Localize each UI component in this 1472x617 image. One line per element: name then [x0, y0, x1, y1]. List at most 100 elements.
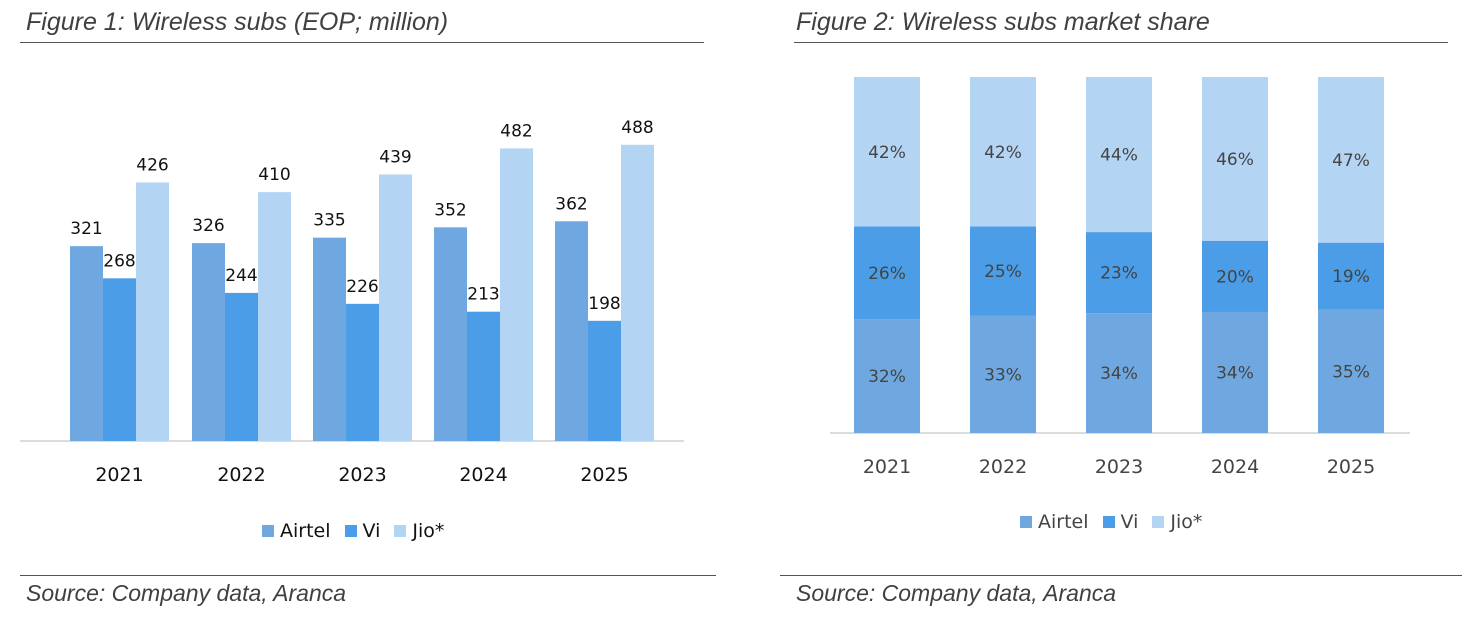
x-tick-2022: 2022: [217, 464, 265, 486]
bar-airtel-2022: [192, 243, 225, 441]
bar-jio-2021: [136, 182, 169, 441]
legend-swatch-jio: [1152, 516, 1165, 528]
figure-2-source: Source: Company data, Aranca: [796, 580, 1117, 606]
legend-item-airtel: Airtel: [262, 520, 331, 542]
legend-item-airtel: Airtel: [1020, 511, 1089, 533]
stack-airtel-2023: [1086, 313, 1152, 433]
data-label-airtel-2024: 352: [434, 200, 466, 220]
segment-label-jio-2023: 44%: [1100, 146, 1138, 166]
stack-airtel-2021: [854, 319, 920, 433]
segment-label-vi-2025: 19%: [1332, 267, 1370, 287]
legend-swatch-vi: [344, 525, 357, 537]
stack-jio-2022: [970, 77, 1036, 227]
data-label-vi-2023: 226: [346, 277, 378, 297]
data-label-airtel-2022: 326: [192, 216, 224, 236]
segment-label-airtel-2022: 33%: [984, 365, 1022, 385]
legend-label-vi: Vi: [1120, 511, 1139, 533]
bar-airtel-2023: [313, 237, 346, 441]
segment-label-vi-2023: 23%: [1100, 264, 1138, 284]
data-label-jio-2021: 426: [136, 155, 168, 175]
legend-swatch-airtel: [262, 525, 274, 537]
legend-label-jio: Jio*: [412, 520, 445, 542]
data-label-airtel-2025: 362: [555, 194, 587, 214]
x-tick-2023: 2023: [338, 464, 386, 486]
x-tick-2024: 2024: [1211, 456, 1259, 478]
stack-airtel-2024: [1202, 311, 1268, 433]
bar-jio-2024: [500, 148, 533, 441]
x-tick-2024: 2024: [459, 464, 507, 486]
legend-label-airtel: Airtel: [280, 520, 331, 542]
legend-item-jio: Jio*: [394, 520, 444, 542]
figure-2-title: Figure 2: Wireless subs market share: [796, 8, 1210, 36]
stack-vi-2025: [1318, 242, 1384, 310]
legend-label-jio: Jio*: [1170, 511, 1203, 533]
figure-1-title: Figure 1: Wireless subs (EOP; million): [26, 8, 449, 36]
stack-jio-2023: [1086, 77, 1152, 233]
bar-jio-2023: [379, 174, 412, 442]
bar-airtel-2025: [555, 221, 588, 441]
bar-vi-2021: [103, 278, 136, 441]
legend-label-vi: Vi: [362, 520, 381, 542]
data-label-jio-2024: 482: [500, 121, 532, 141]
bar-vi-2024: [467, 311, 500, 441]
legend-swatch-vi: [1102, 516, 1115, 528]
x-tick-2025: 2025: [1327, 456, 1375, 478]
x-tick-2021: 2021: [863, 456, 911, 478]
bar-jio-2025: [621, 144, 654, 441]
data-label-jio-2022: 410: [258, 165, 290, 185]
data-label-vi-2021: 268: [103, 251, 135, 271]
segment-label-jio-2024: 46%: [1216, 150, 1254, 170]
data-label-jio-2025: 488: [621, 118, 653, 138]
legend-swatch-airtel: [1020, 516, 1032, 528]
data-label-vi-2025: 198: [588, 294, 620, 314]
segment-label-airtel-2024: 34%: [1216, 363, 1254, 383]
stack-vi-2021: [854, 226, 920, 320]
x-tick-2025: 2025: [580, 464, 628, 486]
figure-1-panel: Figure 1: Wireless subs (EOP; million) 3…: [0, 0, 720, 617]
data-label-airtel-2021: 321: [70, 219, 102, 239]
bar-airtel-2024: [434, 227, 467, 441]
bar-jio-2022: [258, 192, 291, 441]
stack-jio-2024: [1202, 77, 1268, 241]
figure-1-title-rule: [20, 42, 704, 43]
segment-label-jio-2022: 42%: [984, 143, 1022, 163]
stack-jio-2021: [854, 77, 920, 227]
data-label-jio-2023: 439: [379, 148, 411, 168]
figure-2-chart: 32% 26% 42% 2021 33% 25% 42% 2022 34% 23% 44% 2023 3…: [830, 77, 1410, 478]
stack-vi-2022: [970, 226, 1036, 316]
stack-airtel-2022: [970, 315, 1036, 433]
figure-1-source: Source: Company data, Aranca: [26, 580, 347, 606]
segment-label-jio-2025: 47%: [1332, 151, 1370, 171]
bar-vi-2022: [225, 292, 258, 441]
legend-item-jio: Jio*: [1152, 511, 1202, 533]
data-label-vi-2024: 213: [467, 285, 499, 305]
segment-label-airtel-2023: 34%: [1100, 364, 1138, 384]
bar-airtel-2021: [70, 246, 103, 441]
segment-label-airtel-2025: 35%: [1332, 362, 1370, 382]
figure-2-title-rule: [794, 42, 1448, 43]
stack-vi-2024: [1202, 240, 1268, 312]
legend-swatch-jio: [394, 525, 407, 537]
segment-label-vi-2021: 26%: [868, 264, 906, 284]
legend-item-vi: Vi: [1102, 511, 1139, 533]
stack-airtel-2025: [1318, 309, 1384, 433]
segment-label-vi-2024: 20%: [1216, 267, 1254, 287]
figure-2-legend: Airtel Vi Jio*: [1020, 511, 1202, 533]
x-tick-2022: 2022: [979, 456, 1027, 478]
x-tick-2021: 2021: [95, 464, 143, 486]
bar-vi-2025: [588, 320, 621, 441]
figure-2-source-rule: [780, 575, 1462, 576]
segment-label-airtel-2021: 32%: [868, 367, 906, 387]
data-label-vi-2022: 244: [225, 266, 257, 286]
bar-vi-2023: [346, 303, 379, 441]
figure-1-legend: Airtel Vi Jio*: [262, 520, 444, 542]
stack-vi-2023: [1086, 232, 1152, 314]
legend-label-airtel: Airtel: [1038, 511, 1089, 533]
segment-label-jio-2021: 42%: [868, 143, 906, 163]
figure-2-panel: Figure 2: Wireless subs market share 32%…: [780, 0, 1472, 617]
stack-jio-2025: [1318, 77, 1384, 243]
legend-item-vi: Vi: [344, 520, 381, 542]
figure-1-source-rule: [20, 575, 716, 576]
segment-label-vi-2022: 25%: [984, 262, 1022, 282]
